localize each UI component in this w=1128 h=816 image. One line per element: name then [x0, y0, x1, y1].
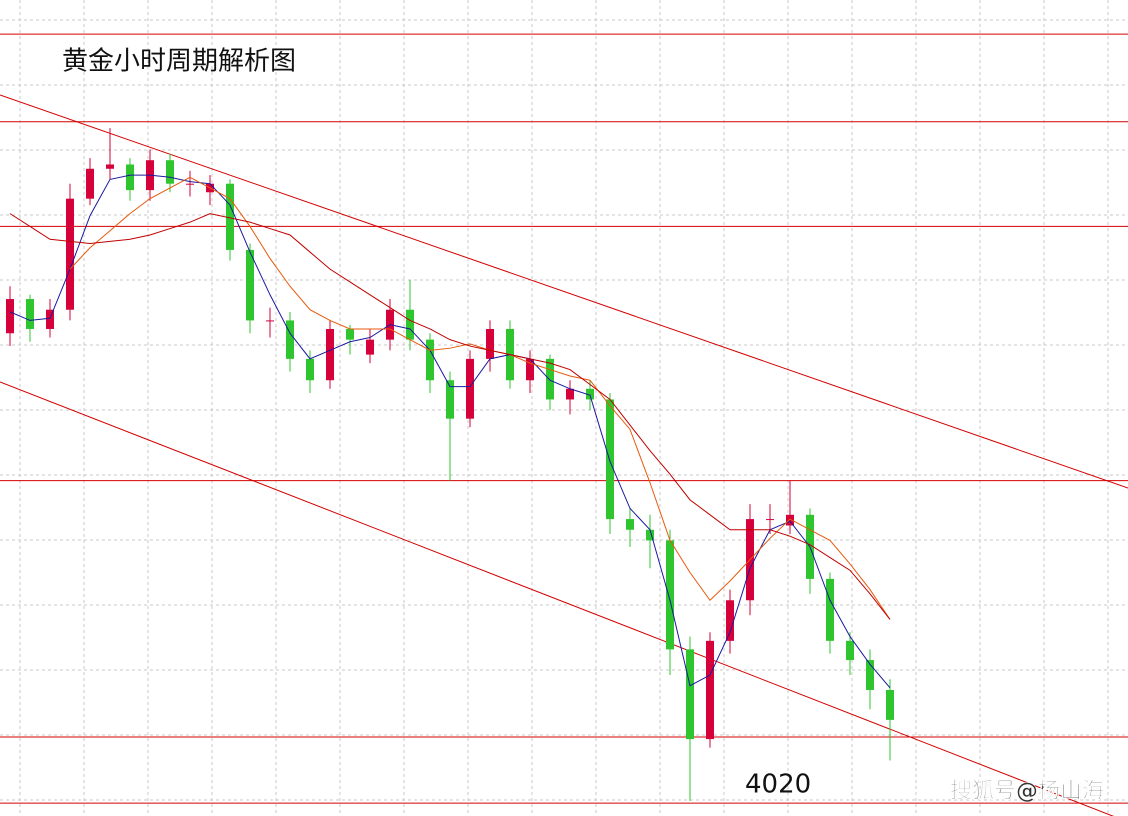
channel-lower: [0, 381, 1114, 816]
candle-body: [46, 309, 54, 329]
candle-body: [726, 600, 734, 641]
candle-body: [166, 160, 174, 184]
candle-body: [226, 183, 234, 250]
chart-title: 黄金小时周期解析图: [62, 47, 296, 77]
candle-body: [486, 328, 494, 359]
candle-body: [826, 578, 834, 641]
moving-average: [69, 176, 891, 620]
candle-body: [866, 660, 874, 690]
candle-body: [366, 339, 374, 355]
candle-body: [346, 328, 354, 340]
candle-body: [326, 328, 334, 381]
candle-body: [66, 198, 74, 310]
marks: [0, 33, 1128, 804]
watermark: 搜狐号@杨山海: [950, 778, 1104, 804]
candle-body: [686, 649, 694, 740]
candle-body: [106, 164, 114, 169]
candle-body: [846, 640, 854, 661]
candle-body: [606, 399, 614, 520]
candle-body: [586, 388, 594, 400]
level-label: 4020: [745, 770, 811, 800]
candle-body: [566, 388, 574, 400]
candle-body: [86, 168, 94, 199]
candle-body: [706, 640, 714, 740]
candle-body: [426, 339, 434, 381]
candle-body: [246, 249, 254, 321]
moving-average: [9, 213, 891, 620]
candle-body: [306, 358, 314, 381]
candle-body: [126, 164, 134, 191]
channel-upper: [0, 94, 1128, 489]
candle-body: [546, 358, 554, 400]
candle-body: [626, 519, 634, 530]
candle-body: [526, 358, 534, 381]
candle-body: [186, 183, 194, 185]
candle-body: [6, 299, 14, 334]
candle-body: [26, 299, 34, 329]
moving-average: [9, 174, 891, 689]
candle-body: [666, 540, 674, 650]
candle-body: [266, 320, 274, 322]
candle-body: [446, 380, 454, 419]
candle-body: [886, 689, 894, 720]
candle-body: [466, 358, 474, 419]
candle-body: [766, 519, 774, 521]
candle-body: [646, 529, 654, 541]
candle-body: [286, 320, 294, 359]
candle-body: [786, 514, 794, 526]
candle-body: [406, 309, 414, 340]
